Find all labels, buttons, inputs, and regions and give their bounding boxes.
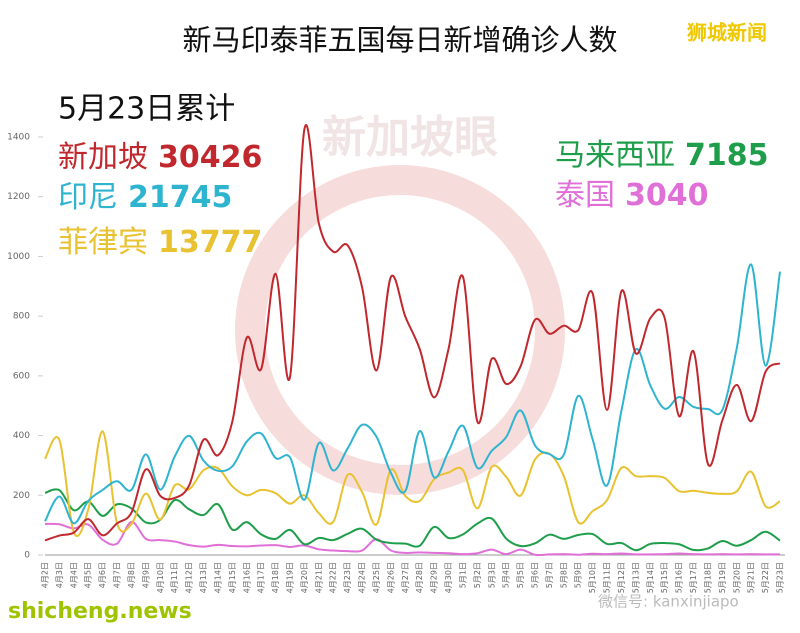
- x-tick-label: 5月12日: [617, 562, 626, 593]
- x-tick-label: 5月8日: [559, 562, 568, 588]
- legend-entry: 印尼 21745: [58, 180, 232, 215]
- x-tick-label: 5月16日: [675, 562, 684, 593]
- x-tick-label: 5月22日: [761, 562, 770, 593]
- x-tick-label: 4月13日: [199, 562, 208, 593]
- x-tick-label: 4月18日: [271, 562, 280, 593]
- legend-total: 3040: [625, 178, 709, 213]
- y-tick-label: 600: [13, 371, 30, 381]
- x-tick-label: 4月3日: [55, 562, 64, 588]
- x-tick-label: 4月11日: [170, 562, 179, 593]
- y-tick-label: 1400: [7, 133, 30, 143]
- footer-right: 微信号: kanxinjiapo: [598, 593, 739, 611]
- legend-name: 泰国: [555, 178, 615, 213]
- legend-name: 新加坡: [58, 140, 148, 175]
- legend-name: 印尼: [58, 180, 118, 215]
- x-tick-label: 5月19日: [718, 562, 727, 593]
- y-tick-label: 200: [13, 491, 30, 501]
- watermark-ring: [235, 165, 565, 495]
- watermark: 新加坡眼: [322, 112, 498, 163]
- series-line: [44, 520, 781, 557]
- x-tick-label: 5月20日: [732, 562, 741, 593]
- y-tick-label: 0: [24, 551, 30, 561]
- chart-title: 新马印泰菲五国每日新增确诊人数: [182, 23, 617, 57]
- series-line: [44, 430, 781, 538]
- x-tick-label: 5月6日: [531, 562, 540, 588]
- x-tick-label: 4月8日: [127, 562, 136, 588]
- x-tick-label: 5月21日: [747, 562, 756, 593]
- x-tick-label: 4月10日: [156, 562, 165, 593]
- x-tick-label: 4月5日: [84, 562, 93, 588]
- x-tick-label: 4月27日: [401, 562, 410, 593]
- x-tick-label: 4月28日: [415, 562, 424, 593]
- x-tick-label: 5月4日: [502, 562, 511, 588]
- series-line: [44, 124, 781, 542]
- x-tick-label: 4月15日: [228, 562, 237, 593]
- legend-entry: 菲律宾 13777: [58, 225, 262, 260]
- legend-total: 13777: [158, 225, 262, 260]
- y-tick-label: 800: [13, 312, 30, 322]
- subtitle: 5月23日累计: [58, 92, 235, 127]
- x-tick-label: 5月15日: [660, 562, 669, 593]
- source: 狮城新闻: [687, 21, 767, 45]
- legend-total: 7185: [685, 138, 769, 173]
- x-tick-label: 5月17日: [689, 562, 698, 593]
- legend-name: 菲律宾: [58, 225, 148, 260]
- x-tick-label: 5月13日: [631, 562, 640, 593]
- x-tick-label: 4月22日: [329, 562, 338, 593]
- x-tick-label: 4月16日: [242, 562, 251, 593]
- x-tick-label: 4月30日: [444, 562, 453, 593]
- y-tick-label: 400: [13, 431, 30, 441]
- y-tick-label: 1200: [7, 192, 30, 202]
- x-tick-label: 4月14日: [213, 562, 222, 593]
- x-tick-label: 5月9日: [574, 562, 583, 588]
- x-tick-label: 5月18日: [703, 562, 712, 593]
- legend-name: 马来西亚: [555, 138, 675, 173]
- x-tick-label: 4月9日: [141, 562, 150, 588]
- x-tick-label: 4月26日: [386, 562, 395, 593]
- x-tick-label: 5月1日: [458, 562, 467, 588]
- x-tick-label: 5月14日: [646, 562, 655, 593]
- x-tick-label: 5月7日: [545, 562, 554, 588]
- x-tick-label: 4月7日: [113, 562, 122, 588]
- x-tick-label: 4月23日: [343, 562, 352, 593]
- x-tick-label: 4月12日: [185, 562, 194, 593]
- x-tick-label: 5月2日: [473, 562, 482, 588]
- x-tick-label: 5月23日: [776, 562, 785, 593]
- series-line: [44, 263, 781, 525]
- x-tick-label: 4月21日: [314, 562, 323, 593]
- x-tick-label: 4月2日: [41, 562, 50, 588]
- x-tick-label: 4月24日: [358, 562, 367, 593]
- x-tick-label: 4月20日: [300, 562, 309, 593]
- x-tick-label: 5月10日: [588, 562, 597, 593]
- x-tick-label: 4月29日: [430, 562, 439, 593]
- legend-entry: 新加坡 30426: [58, 140, 262, 175]
- x-tick-label: 4月19日: [286, 562, 295, 593]
- x-tick-label: 4月25日: [372, 562, 381, 593]
- x-tick-label: 4月17日: [257, 562, 266, 593]
- legend-entry: 马来西亚 7185: [555, 138, 769, 173]
- x-tick-label: 4月6日: [98, 562, 107, 588]
- legend-total: 30426: [158, 140, 262, 175]
- x-tick-label: 5月5日: [516, 562, 525, 588]
- y-tick-label: 1000: [7, 252, 30, 262]
- x-tick-label: 5月11日: [603, 562, 612, 593]
- legend-total: 21745: [128, 180, 232, 215]
- series-line: [44, 488, 781, 552]
- footer-left: shicheng.news: [8, 599, 192, 624]
- x-tick-label: 4月4日: [69, 562, 78, 588]
- legend-entry: 泰国 3040: [555, 178, 709, 213]
- x-tick-label: 5月3日: [487, 562, 496, 588]
